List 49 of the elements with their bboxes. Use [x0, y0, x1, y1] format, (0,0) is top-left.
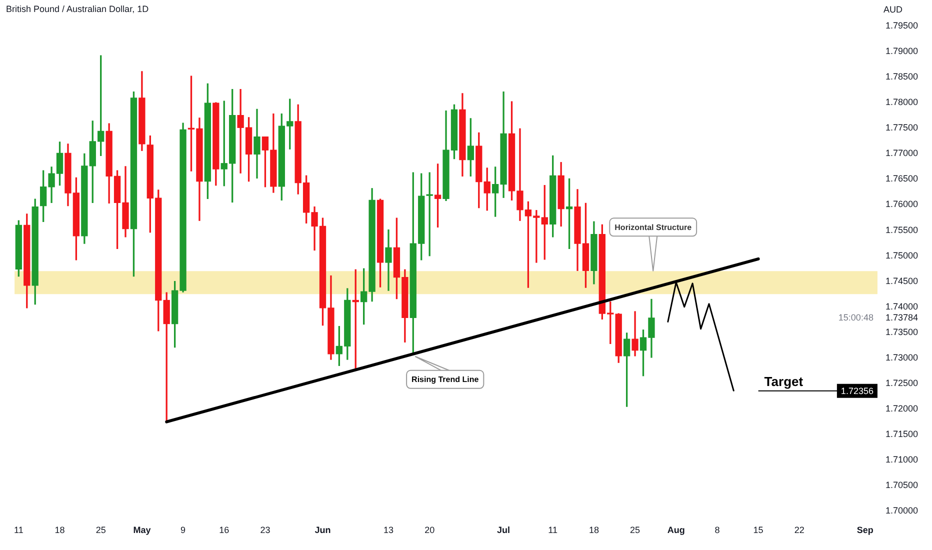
x-tick-label: Aug	[667, 525, 685, 536]
x-tick-label: Jun	[314, 525, 331, 536]
y-tick-label: 1.79000	[885, 46, 918, 56]
y-tick-label: 1.74000	[885, 301, 918, 312]
y-tick-label: 1.71500	[885, 429, 918, 440]
y-tick-label: 1.75500	[885, 224, 918, 235]
y-tick-label: 1.71000	[885, 454, 918, 465]
chart-title: British Pound / Australian Dollar, 1D	[6, 4, 149, 14]
x-tick-label: 20	[424, 525, 435, 536]
y-tick-label: 1.76500	[885, 174, 918, 184]
x-tick-label: 13	[383, 525, 394, 536]
y-tick-label: 1.74500	[885, 276, 918, 286]
candlestick	[385, 229, 392, 291]
x-tick-label: 9	[180, 525, 186, 536]
y-tick-label: 1.73000	[885, 352, 918, 362]
x-tick-label: May	[133, 525, 151, 536]
y-tick-label: 1.72000	[885, 404, 918, 414]
annotation: 1.72356	[840, 386, 874, 396]
x-tick-label: 18	[54, 525, 65, 536]
x-tick-label: 23	[260, 525, 270, 536]
y-tick-label: 1.76000	[885, 199, 918, 210]
x-tick-label: 16	[219, 525, 230, 536]
x-tick-label: 11	[14, 525, 24, 536]
y-tick-label: 1.78000	[885, 97, 918, 108]
y-tick-label: 1.77000	[885, 148, 918, 158]
y-tick-label: 1.75000	[885, 250, 918, 260]
band-label: Horizontal Structure	[614, 222, 692, 232]
x-tick-label: 18	[588, 525, 599, 536]
y-tick-label: 1.77500	[885, 122, 918, 133]
y-tick-label: 1.73784	[885, 312, 918, 322]
x-tick-label: 25	[630, 525, 640, 536]
y-axis-title: AUD	[883, 4, 903, 14]
y-tick-label: 1.78500	[885, 72, 918, 82]
x-tick-label: 22	[794, 525, 804, 536]
y-tick-label: 1.73500	[885, 326, 918, 337]
x-tick-label: 15	[753, 525, 764, 536]
annotation: 15:00:48	[838, 312, 874, 322]
ref-line-label: Target	[764, 374, 804, 389]
x-tick-label: Sep	[856, 525, 874, 536]
y-tick-label: 1.70500	[885, 480, 918, 490]
x-tick-label: 11	[548, 525, 558, 536]
x-tick-label: 25	[96, 525, 106, 536]
x-tick-label: Jul	[497, 525, 510, 536]
y-tick-label: 1.72500	[885, 378, 918, 388]
x-tick-label: 8	[714, 525, 720, 536]
text: Rising Trend Line	[412, 375, 480, 384]
y-tick-label: 1.79500	[885, 20, 918, 30]
candlestick	[632, 311, 638, 356]
y-tick-label: 1.70000	[885, 506, 918, 516]
